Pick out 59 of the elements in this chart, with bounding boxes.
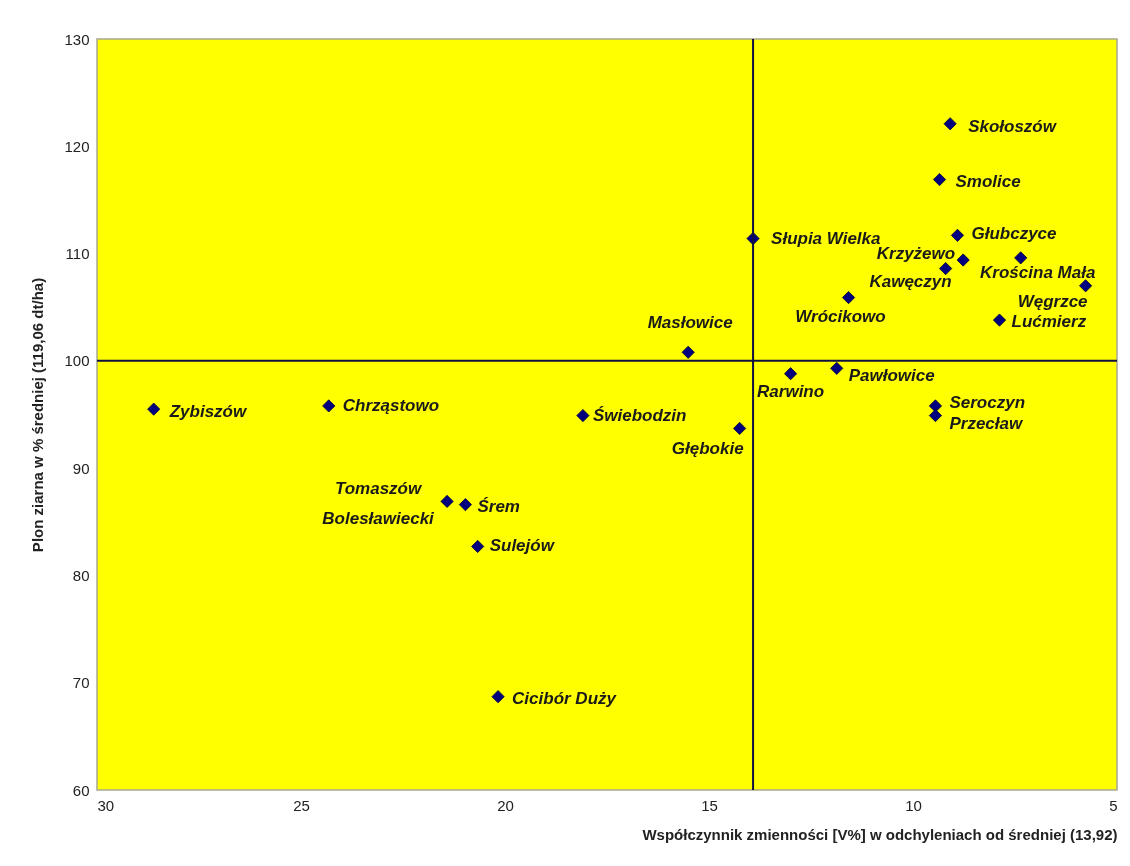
point xyxy=(943,117,957,131)
point xyxy=(147,402,161,416)
x-tick-label: 25 xyxy=(293,796,310,814)
y-tick-label: 130 xyxy=(64,30,90,48)
y-tick-label: 120 xyxy=(64,137,90,155)
y-tick-label: 90 xyxy=(72,459,90,477)
point xyxy=(992,313,1007,327)
x-tick-label: 5 xyxy=(1109,796,1118,814)
annotation: Lućmierz xyxy=(1011,312,1087,332)
point xyxy=(576,409,590,423)
x-tick-label: 10 xyxy=(905,796,922,814)
point xyxy=(1014,251,1028,265)
annotation: Głębokie xyxy=(671,439,744,459)
point xyxy=(681,345,695,359)
point xyxy=(928,399,942,413)
point xyxy=(733,421,747,435)
y-tick-label: 100 xyxy=(64,352,90,370)
annotation: Świebodzin xyxy=(592,405,687,425)
annotation: Pawłowice xyxy=(848,366,935,386)
y-tick-label: 70 xyxy=(72,674,90,692)
annotation: Przecław xyxy=(949,413,1024,433)
point xyxy=(950,228,964,242)
point xyxy=(322,399,336,413)
annotation: Kawęczyn xyxy=(869,271,952,291)
annotation: Rarwino xyxy=(757,381,825,401)
annotation: Zybiszów xyxy=(168,402,248,422)
point xyxy=(933,173,947,187)
x-tick-label: 20 xyxy=(497,796,514,814)
annotation: Skołoszów xyxy=(968,116,1058,136)
point xyxy=(928,409,942,423)
point xyxy=(458,498,472,512)
point xyxy=(1079,279,1093,293)
annotation: Cicibór Duży xyxy=(512,688,618,708)
annotation: Tomaszów Bolesławiecki xyxy=(322,479,436,529)
annotation: Chrząstowo xyxy=(342,395,440,415)
annotation: Węgrzce xyxy=(1017,291,1088,311)
x-tick-label: 30 xyxy=(97,796,115,814)
point xyxy=(830,361,844,375)
annotation: Sulejów xyxy=(489,536,556,556)
y-tick-label: 60 xyxy=(72,781,90,799)
annotation: Głubczyce xyxy=(971,224,1057,244)
annotation: Wrócikowo xyxy=(795,306,886,326)
point xyxy=(784,367,798,381)
point xyxy=(491,690,505,704)
y-tick-label: 110 xyxy=(65,245,90,263)
point xyxy=(939,262,953,276)
annotation: Śrem xyxy=(477,496,520,516)
annotation: Masłowice xyxy=(647,313,733,333)
point xyxy=(956,253,970,267)
x-tick-label: 15 xyxy=(701,796,718,814)
annotation: Smolice xyxy=(955,171,1021,191)
y-axis-title: Plon ziarna w % średniej (119,06 dt/ha) xyxy=(29,277,47,553)
annotation: Seroczyn xyxy=(949,392,1026,412)
point xyxy=(842,291,856,305)
point xyxy=(471,539,485,553)
point xyxy=(440,494,454,508)
annotation: Krościna Mała xyxy=(980,262,1096,282)
y-tick-label: 80 xyxy=(72,566,90,584)
x-axis-title: Współczynnik zmienności [V%] w odchyleniach od średniej (13,92) xyxy=(642,825,1118,843)
